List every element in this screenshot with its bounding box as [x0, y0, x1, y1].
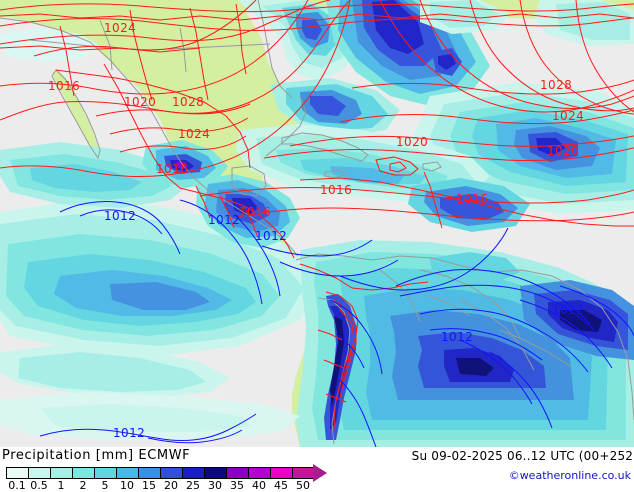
isobar-label: 1020	[547, 144, 579, 158]
scale-swatch-25	[182, 467, 204, 479]
credit-text: ©weatheronline.co.uk	[508, 469, 631, 482]
scale-overflow-arrow	[313, 464, 327, 482]
isobar-label: 1016	[156, 162, 188, 176]
scale-tick-10: 10	[120, 479, 134, 492]
scale-swatch-45	[270, 467, 292, 479]
legend-panel: Precipitation [mm] ECMWF Su 09-02-2025 0…	[0, 447, 634, 492]
isobar-labels: 1024 1016 1020 1028 1024 1016 1028 1024 1020 1020…	[48, 21, 584, 440]
isobar-label: 1012	[441, 330, 473, 344]
scale-swatch-15	[138, 467, 160, 479]
map-canvas: 1024 1016 1020 1028 1024 1016 1028 1024 1020 1020…	[0, 0, 634, 447]
scale-swatch-2	[72, 467, 94, 479]
isobar-label: 1028	[540, 78, 572, 92]
isobar-label: 1012	[113, 426, 145, 440]
scale-tick-15: 15	[142, 479, 156, 492]
isobar-label: 1012	[208, 213, 240, 227]
scale-tick-45: 45	[274, 479, 288, 492]
forecast-timestamp: Su 09-02-2025 06..12 UTC (00+252)	[411, 449, 634, 463]
isobars-red	[0, 0, 634, 222]
scale-swatch-50	[292, 467, 314, 479]
country-borders	[0, 3, 634, 437]
coastlines	[0, 0, 634, 445]
scale-tick-0.5: 0.5	[30, 479, 48, 492]
scale-tick-30: 30	[208, 479, 222, 492]
isobar-label: 1012	[104, 209, 136, 223]
scale-swatch-5	[94, 467, 116, 479]
scale-tick-25: 25	[186, 479, 200, 492]
scale-tick-40: 40	[252, 479, 266, 492]
isobar-label: 1020	[124, 95, 156, 109]
isobar-label: 1020	[396, 135, 428, 149]
isobar-label: 1016	[320, 183, 352, 197]
isobars-blue	[39, 199, 634, 447]
precipitation-map[interactable]: 1024 1016 1020 1028 1024 1016 1028 1024 1020 1020…	[0, 0, 634, 447]
scale-tick-20: 20	[164, 479, 178, 492]
scale-swatch-35	[226, 467, 248, 479]
scale-swatch-0.5	[28, 467, 50, 479]
scale-tick-50: 50	[296, 479, 310, 492]
scale-tick-1: 1	[57, 479, 65, 492]
scale-tick-5: 5	[101, 479, 109, 492]
isobar-label: 1024	[552, 109, 584, 123]
legend-title: Precipitation [mm] ECMWF	[2, 448, 191, 463]
isobar-label: 1024	[178, 127, 210, 141]
scale-swatch-20	[160, 467, 182, 479]
isobar-label: 1016	[239, 205, 271, 219]
scale-tick-35: 35	[230, 479, 244, 492]
scale-swatch-40	[248, 467, 270, 479]
scale-swatch-0.1	[6, 467, 28, 479]
scale-swatch-10	[116, 467, 138, 479]
precipitation-color-scale[interactable]	[6, 464, 327, 482]
isobar-label: 1016	[456, 192, 488, 206]
isobar-label: 1024	[104, 21, 136, 35]
scale-tick-2: 2	[79, 479, 87, 492]
isobar-label: 1016	[48, 79, 80, 93]
scale-tick-0.1: 0.1	[8, 479, 26, 492]
precipitation-field	[0, 0, 634, 447]
isobar-label: 1028	[172, 95, 204, 109]
isobar-label: 1012	[255, 229, 287, 243]
isobar-label: 1012	[552, 303, 584, 317]
scale-swatch-1	[50, 467, 72, 479]
scale-swatch-30	[204, 467, 226, 479]
